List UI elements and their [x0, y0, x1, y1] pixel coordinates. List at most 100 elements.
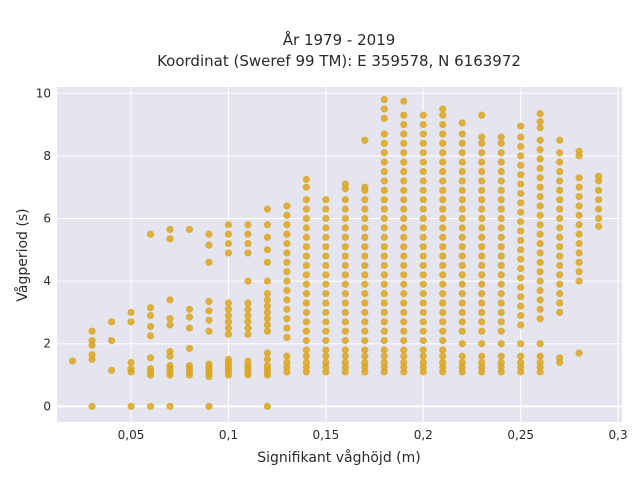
data-point — [361, 280, 369, 288]
data-point — [380, 177, 388, 185]
chart-title-line-1: År 1979 - 2019 — [283, 30, 396, 49]
data-point — [263, 290, 272, 298]
x-tick-labels: 0,05 0,1 0,15 0,2 0,25 0,3 — [118, 428, 628, 442]
data-point — [517, 218, 525, 226]
data-point — [419, 252, 427, 260]
data-point — [263, 221, 272, 229]
data-point — [88, 351, 96, 359]
data-point — [439, 139, 447, 147]
data-point — [458, 186, 466, 194]
data-point — [419, 149, 427, 157]
data-point — [322, 318, 330, 326]
data-point — [439, 214, 447, 223]
data-point — [419, 139, 427, 147]
data-point — [575, 147, 583, 155]
data-point — [439, 261, 447, 270]
data-point — [263, 258, 272, 266]
x-tick-label: 0,2 — [414, 428, 433, 442]
data-point — [517, 311, 525, 320]
data-point — [302, 233, 310, 241]
data-point — [283, 258, 291, 266]
data-point — [205, 230, 213, 238]
data-point — [478, 111, 486, 119]
data-point — [302, 358, 310, 367]
data-point — [536, 230, 544, 238]
data-point — [575, 249, 583, 257]
data-point — [341, 336, 349, 345]
data-point — [380, 318, 388, 326]
data-point — [536, 258, 544, 266]
data-point — [419, 346, 427, 354]
data-point — [263, 302, 272, 310]
data-point — [380, 290, 388, 298]
data-point — [497, 290, 505, 298]
data-point — [380, 149, 388, 157]
data-point — [478, 186, 486, 194]
data-point — [88, 327, 96, 335]
data-point — [478, 308, 486, 317]
data-point — [439, 233, 447, 241]
data-point — [458, 352, 466, 360]
data-point — [380, 105, 388, 113]
y-tick-label: 0 — [43, 399, 51, 413]
data-point — [244, 305, 252, 313]
data-point — [361, 327, 369, 335]
data-point — [517, 122, 525, 130]
data-point — [283, 358, 291, 367]
data-point — [556, 196, 564, 204]
data-point — [341, 196, 349, 204]
data-point — [400, 111, 408, 119]
data-point — [536, 211, 544, 219]
data-point — [458, 340, 466, 348]
data-point — [400, 224, 408, 232]
data-point — [205, 360, 213, 368]
data-point — [575, 349, 583, 357]
x-axis-label: Signifikant våghöjd (m) — [257, 449, 420, 466]
data-point — [400, 233, 408, 241]
data-point — [380, 139, 388, 147]
data-point — [458, 308, 466, 317]
data-point — [439, 327, 447, 335]
data-point — [88, 402, 96, 410]
data-point — [380, 243, 388, 251]
data-point — [478, 299, 486, 307]
data-point — [478, 261, 486, 270]
data-point — [322, 196, 330, 204]
data-point — [458, 271, 466, 279]
data-point — [478, 196, 486, 204]
data-point — [166, 321, 174, 329]
data-point — [380, 327, 388, 335]
data-point — [458, 196, 466, 204]
data-point — [575, 239, 583, 248]
data-point — [556, 271, 564, 279]
data-point — [283, 333, 291, 342]
data-point — [283, 230, 291, 238]
data-point — [341, 318, 349, 326]
data-point — [380, 158, 388, 166]
data-point — [400, 149, 408, 157]
data-point — [419, 271, 427, 279]
data-point — [361, 308, 369, 317]
data-point — [380, 167, 388, 176]
data-point — [127, 308, 135, 317]
data-point — [146, 365, 155, 373]
data-point — [302, 214, 310, 223]
data-point — [536, 136, 544, 144]
data-point — [439, 352, 447, 360]
data-point — [244, 239, 252, 248]
data-point — [556, 299, 564, 307]
data-point — [517, 142, 525, 151]
data-point — [517, 358, 525, 367]
data-point — [341, 346, 349, 354]
data-point — [302, 318, 310, 326]
data-point — [341, 327, 349, 335]
data-point — [536, 110, 544, 118]
data-point — [400, 214, 408, 223]
data-point — [400, 358, 408, 367]
data-point — [361, 196, 369, 204]
data-point — [497, 327, 505, 335]
data-point — [224, 239, 233, 248]
data-point — [283, 202, 291, 210]
data-point — [400, 346, 408, 354]
data-point — [380, 346, 388, 354]
